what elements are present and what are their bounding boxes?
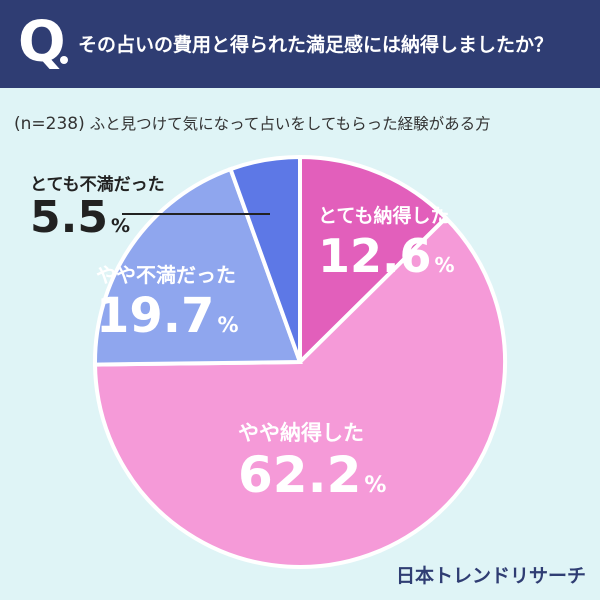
slice-label: やや不満だった bbox=[96, 263, 236, 287]
sample-size: (n=238) bbox=[14, 114, 85, 134]
slice-unit: % bbox=[364, 473, 386, 498]
slice-label: やや納得した bbox=[238, 421, 364, 445]
slice-unit: % bbox=[435, 253, 455, 277]
slice-very-dissatisfied bbox=[227, 154, 302, 363]
slice-somewhat-satisfied bbox=[92, 215, 507, 569]
slice-label: とても不満だった bbox=[30, 174, 165, 195]
subtitle-text: ふと見つけて気になって占いをしてもらった経験がある方 bbox=[89, 115, 491, 133]
q-mark: Q bbox=[18, 10, 66, 75]
subtitle: (n=238) ふと見つけて気になって占いをしてもらった経験がある方 bbox=[14, 112, 491, 134]
slice-very-satisfied bbox=[298, 154, 449, 367]
q-dot bbox=[60, 56, 68, 64]
slice-unit: % bbox=[111, 215, 130, 237]
slice-unit: % bbox=[217, 313, 238, 337]
brand-logo: 日本トレンドリサーチ bbox=[395, 565, 586, 587]
question-title: その占いの費用と得られた満足感には納得しましたか？ bbox=[78, 34, 554, 56]
slice-value: 5.5% bbox=[30, 192, 130, 243]
slice-label: とても納得した bbox=[318, 204, 449, 227]
slice-somewhat-dissatisfied bbox=[93, 166, 303, 367]
header-bar: Q その占いの費用と得られた満足感には納得しましたか？ bbox=[0, 0, 600, 88]
